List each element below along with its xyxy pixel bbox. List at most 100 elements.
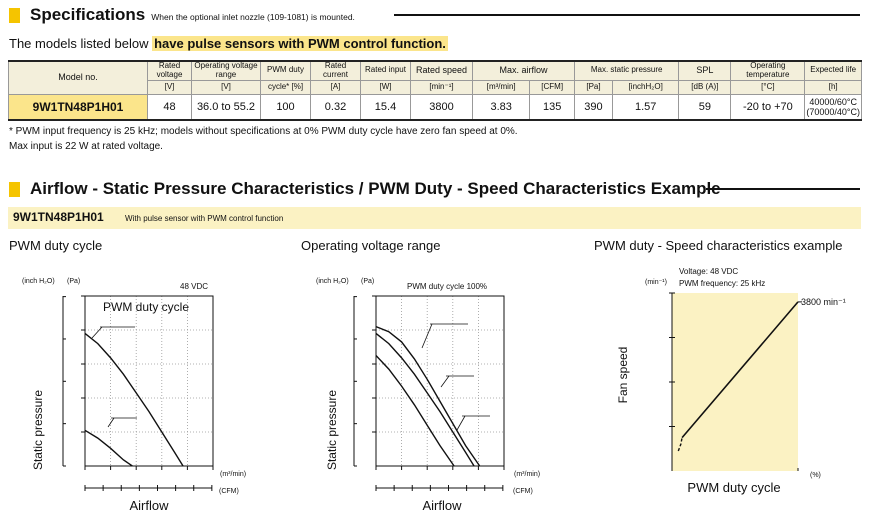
cell-pressure-inch: 1.57 — [611, 93, 680, 122]
unit-pressure-inch: [inchH₂O] — [611, 79, 680, 95]
plot-background — [672, 293, 798, 471]
x-unit-primary: (m³/min) — [514, 471, 540, 478]
cell-airflow-cfm: 135 — [529, 93, 575, 122]
y-unit: (min⁻¹) — [645, 279, 667, 286]
y-axis-label: Fan speed — [616, 347, 630, 404]
cell-rated-input: 15.4 — [360, 93, 411, 122]
unit-rated-input: [W] — [360, 79, 411, 95]
specifications-heading: Specifications When the optional inlet no… — [30, 5, 355, 25]
chart-condition: PWM duty cycle 100% — [407, 282, 487, 291]
cell-pressure-pa: 390 — [573, 93, 614, 122]
grid — [85, 296, 213, 466]
series-line — [681, 301, 799, 439]
label-leader — [456, 415, 466, 431]
intro-text: The models listed below have pulse senso… — [9, 36, 448, 51]
label-leader — [440, 375, 450, 388]
cell-pwm-duty: 100 — [260, 93, 311, 122]
unit-rated-current: [A] — [310, 79, 361, 95]
unit-rated-voltage: [V] — [147, 79, 192, 95]
header-spl: SPL — [678, 59, 732, 81]
series-labels — [421, 323, 490, 431]
characteristics-model-note: With pulse sensor with PWM control funct… — [125, 214, 284, 223]
cell-life-line2: (70000/40°C) — [806, 106, 860, 117]
x-unit: (%) — [810, 472, 821, 479]
end-point-label: 3800 min⁻¹ — [801, 297, 846, 307]
header-pwm-duty: PWM duty — [260, 59, 311, 81]
axes — [62, 295, 214, 491]
intro-plain: The models listed below — [9, 36, 153, 51]
plot-frame — [84, 295, 214, 467]
grid — [672, 293, 798, 471]
cell-rated-voltage: 48 — [147, 93, 192, 122]
header-operating-voltage: Operating voltage range — [191, 59, 261, 81]
section-divider — [394, 14, 860, 16]
axes — [353, 295, 505, 491]
unit-pressure-pa: [Pa] — [573, 79, 614, 95]
header-rated-speed: Rated speed — [410, 59, 473, 81]
series-line — [375, 332, 475, 467]
x-unit-primary: (m³/min) — [220, 471, 246, 478]
unit-airflow-cfm: [CFM] — [529, 79, 575, 95]
footnote-1: * PWM input frequency is 25 kHz; models … — [9, 126, 518, 137]
intro-highlight: have pulse sensors with PWM control func… — [152, 36, 448, 51]
unit-expected-life: [h] — [804, 79, 862, 95]
legend-title: PWM duty cycle — [103, 300, 189, 314]
section-divider — [706, 188, 860, 190]
y-unit-inch: (inch H₂O) — [22, 278, 55, 285]
chart-pwm-speed: Voltage: 48 VDC PWM frequency: 25 kHz (m… — [616, 267, 846, 495]
section-marker — [9, 182, 20, 197]
unit-operating-voltage: [V] — [191, 79, 261, 95]
characteristics-title: Airflow - Static Pressure Characteristic… — [30, 179, 721, 198]
specifications-note: When the optional inlet nozzle (109-1081… — [151, 12, 355, 22]
unit-rated-speed: [min⁻¹] — [410, 79, 473, 95]
unit-airflow-m3: [m³/min] — [471, 79, 531, 95]
series-line-dashed — [677, 437, 683, 452]
x-axis-label: PWM duty cycle — [687, 480, 780, 495]
label-leader — [91, 326, 103, 339]
grid — [376, 296, 504, 466]
series-line — [375, 325, 481, 467]
y-axis-label: Static pressure — [31, 390, 45, 470]
x-unit-secondary: (CFM) — [513, 488, 533, 495]
label-leader — [421, 323, 433, 349]
header-rated-current: Rated current — [310, 59, 361, 81]
characteristics-model: 9W1TN48P1H01 — [13, 210, 104, 224]
header-rated-voltage: Rated voltage — [147, 59, 192, 81]
chart-condition: 48 VDC — [180, 282, 208, 291]
header-expected-life: Expected life — [804, 59, 862, 81]
x-unit-secondary: (CFM) — [219, 488, 239, 495]
plot-frame — [375, 295, 505, 467]
cell-airflow-m3: 3.83 — [471, 93, 531, 122]
header-model-no: Model no. — [8, 59, 148, 95]
chart2-title: Operating voltage range — [301, 238, 441, 253]
cell-rated-speed: 3800 — [410, 93, 473, 122]
series-line — [84, 429, 133, 467]
label-leader — [107, 417, 115, 428]
model-bar: 9W1TN48P1H01 With pulse sensor with PWM … — [8, 207, 861, 229]
section-marker — [9, 8, 20, 23]
series-line — [375, 355, 455, 467]
cell-life-line1: 40000/60°C — [809, 96, 857, 107]
y-axis-label: Static pressure — [325, 390, 339, 470]
header-max-airflow: Max. airflow — [472, 59, 575, 81]
series-group — [375, 325, 481, 467]
cell-operating-temperature: -20 to +70 — [730, 93, 806, 122]
condition-frequency: PWM frequency: 25 kHz — [679, 279, 765, 288]
chart3-title: PWM duty - Speed characteristics example — [594, 238, 843, 253]
chart-operating-voltage: (inch H₂O) (Pa) PWM duty cycle 100% Stat… — [316, 278, 540, 513]
series-group — [84, 332, 184, 467]
spec-table: Model no. Rated voltage Operating voltag… — [8, 59, 862, 122]
footnote-2: Max input is 22 W at rated voltage. — [9, 141, 163, 152]
legend-title-bg — [101, 296, 199, 324]
y-unit-pa: (Pa) — [361, 278, 374, 285]
condition-voltage: Voltage: 48 VDC — [679, 267, 738, 276]
header-operating-temperature: Operating temperature — [730, 59, 806, 81]
chart-pwm-duty-cycle: (inch H₂O) (Pa) 48 VDC PWM duty cycle St… — [22, 278, 246, 513]
header-rated-input: Rated input — [360, 59, 411, 81]
chart1-title: PWM duty cycle — [9, 238, 103, 253]
series-line — [84, 332, 184, 467]
cell-rated-current: 0.32 — [310, 93, 361, 122]
x-axis-label: Airflow — [129, 498, 169, 513]
series-labels — [91, 326, 137, 428]
cell-spl: 59 — [678, 93, 732, 122]
